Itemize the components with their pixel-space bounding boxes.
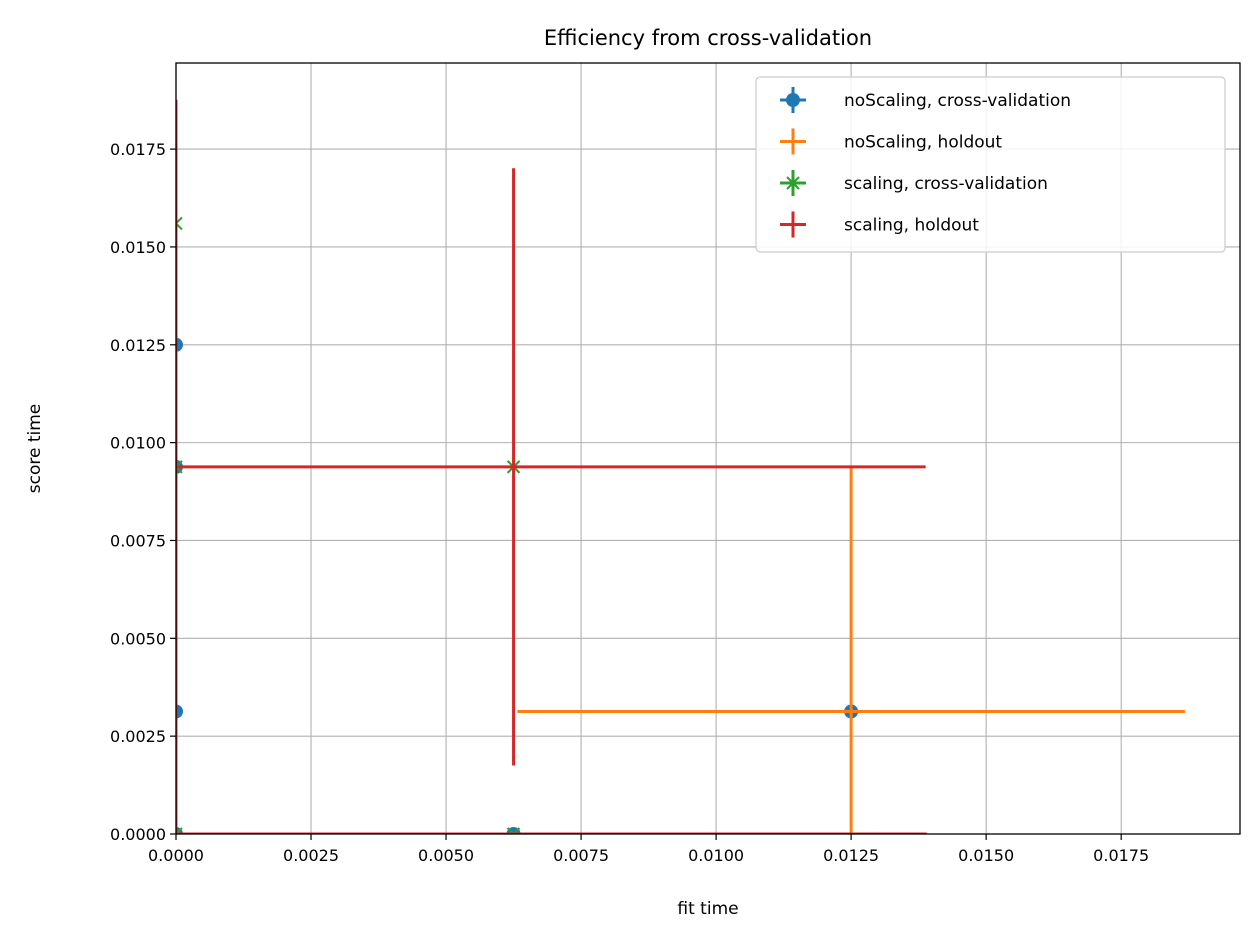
- y-tick-label: 0.0075: [110, 531, 166, 550]
- legend-label: noScaling, holdout: [844, 133, 1002, 153]
- data-point: [176, 216, 183, 231]
- y-tick-label: 0.0125: [110, 336, 166, 355]
- legend-entry: scaling, cross-validation: [780, 170, 1048, 196]
- x-tick-label: 0.0075: [553, 846, 609, 865]
- y-tick-label: 0.0025: [110, 727, 166, 746]
- plot-series: [176, 99, 1185, 834]
- legend-entry: noScaling, holdout: [780, 128, 1002, 155]
- legend-box: [755, 76, 1226, 253]
- x-tick-label: 0.0050: [418, 846, 474, 865]
- series-1: [517, 466, 1185, 834]
- legend-marker-stroke: [786, 176, 800, 190]
- data-point-stroke: [176, 465, 183, 474]
- data-point-stroke: [176, 827, 183, 834]
- y-tick-label: 0.0000: [110, 825, 166, 844]
- legend-marker: [786, 93, 800, 107]
- data-point-stroke: [506, 827, 515, 834]
- data-point: [176, 460, 183, 474]
- y-tick-label: 0.0150: [110, 238, 166, 257]
- y-tick-label: 0.0100: [110, 434, 166, 453]
- legend: noScaling, cross-validation noScaling, ho…: [755, 76, 1226, 253]
- legend-label: scaling, cross-validation: [844, 174, 1048, 194]
- data-point: [176, 704, 183, 719]
- legend-label: scaling, holdout: [844, 216, 979, 236]
- x-tick-label: 0.0025: [283, 846, 339, 865]
- data-point-stroke: [176, 222, 183, 231]
- x-axis-label: fit time: [677, 899, 738, 919]
- y-tick-label: 0.0050: [110, 629, 166, 648]
- x-tick-label: 0.0000: [148, 846, 204, 865]
- data-point-stroke: [512, 827, 521, 834]
- data-point-stroke: [176, 460, 183, 469]
- x-tick-label: 0.0100: [688, 846, 744, 865]
- data-point: [176, 337, 183, 352]
- legend-label: noScaling, cross-validation: [844, 91, 1071, 111]
- axis-ticks: 0.0000 0.0025 0.0050 0.0075 0.0100 0.0125 0.01…: [110, 140, 1149, 865]
- legend-entry: scaling, holdout: [780, 211, 979, 238]
- x-tick-label: 0.0175: [1093, 846, 1149, 865]
- data-point: [506, 827, 521, 834]
- y-axis-label: score time: [25, 404, 45, 494]
- data-point: [506, 827, 521, 834]
- chart-title: Efficiency from cross-validation: [544, 26, 872, 50]
- legend-entry: noScaling, cross-validation: [780, 87, 1071, 113]
- series-3: [176, 99, 927, 834]
- data-point: [176, 827, 183, 834]
- x-tick-label: 0.0150: [958, 846, 1014, 865]
- y-tick-label: 0.0175: [110, 140, 166, 159]
- x-tick-label: 0.0125: [823, 846, 879, 865]
- legend-marker: [786, 176, 800, 190]
- data-point-stroke: [176, 216, 183, 225]
- plot-frame: [175, 62, 1241, 835]
